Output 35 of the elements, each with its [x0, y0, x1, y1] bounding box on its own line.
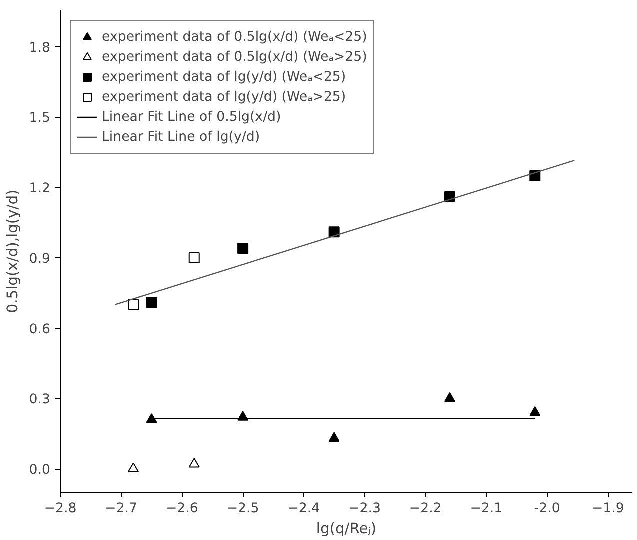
- legend-label: Linear Fit Line of 0.5lg(x/d): [102, 110, 282, 124]
- y-tick-label: 1.2: [29, 182, 51, 197]
- y-axis-title: 0.5lg(x/d),lg(y/d): [4, 190, 22, 314]
- x-tick-label: −2.1: [470, 502, 503, 516]
- y-tick-label: 0.0: [29, 463, 51, 478]
- point: [238, 243, 249, 254]
- x-tick-label: −2.3: [348, 502, 381, 516]
- point: [328, 432, 340, 442]
- point: [188, 458, 200, 468]
- point: [146, 297, 158, 308]
- x-tick-label: −2.4: [288, 502, 320, 516]
- y-tick-label: 0.9: [29, 252, 51, 267]
- y-tick-label: 0.6: [29, 322, 51, 338]
- legend-label: experiment data of lg(y/d) (Weₐ>25): [102, 90, 346, 104]
- point: [444, 392, 456, 402]
- y-tick-label: 1.8: [29, 40, 51, 56]
- point: [146, 414, 158, 424]
- x-tick-label: −1.9: [592, 502, 624, 516]
- y-tick-label: 0.3: [29, 392, 51, 408]
- x-tick-label: −2.8: [44, 502, 77, 516]
- x-tick-label: -2.0: [534, 502, 560, 516]
- legend-label: experiment data of 0.5lg(x/d) (Weₐ>25): [102, 50, 368, 64]
- point: [128, 299, 140, 310]
- x-tick-label: −2.5: [226, 502, 260, 516]
- legend-label: experiment data of 0.5lg(x/d) (Weₐ<25): [102, 30, 368, 44]
- x-tick-label: −2.6: [166, 502, 198, 516]
- y-tick-label: 1.5: [29, 111, 51, 126]
- legend-label: experiment data of lg(y/d) (Weₐ<25): [102, 70, 346, 84]
- point: [128, 462, 140, 472]
- x-axis-title: lg(q/Reⱼ): [316, 520, 377, 538]
- point: [188, 252, 200, 264]
- point: [530, 406, 541, 416]
- x-tick-label: −2.2: [409, 502, 442, 516]
- legend-label: Linear Fit Line of lg(y/d): [102, 130, 260, 144]
- x-tick-label: −2.7: [105, 502, 138, 516]
